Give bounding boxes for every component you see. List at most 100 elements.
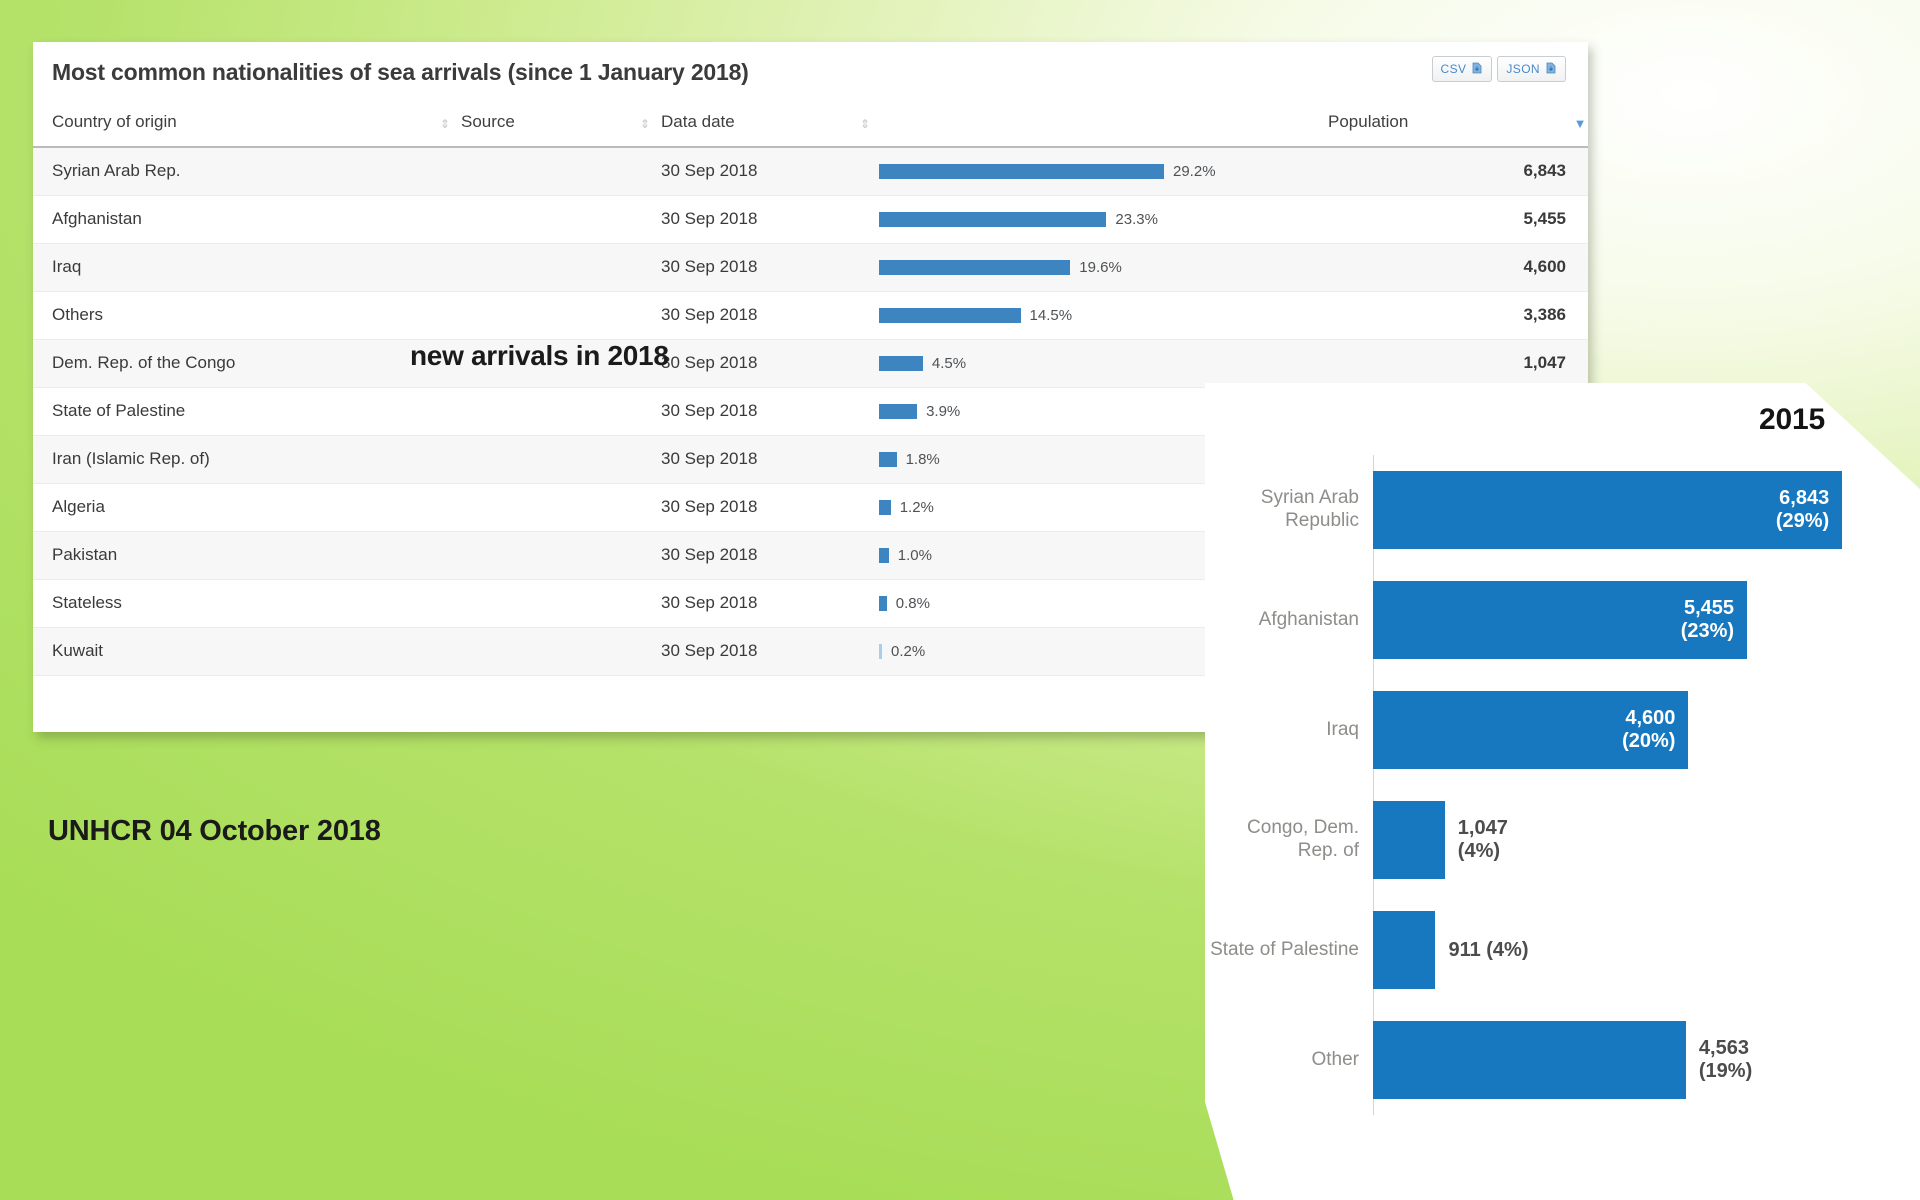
percentage-bar [879,163,1164,179]
chart-bar-row: Afghanistan 5,455 (23%) [1205,565,1920,675]
chart-bar-area: 4,600 (20%) [1373,675,1920,785]
download-buttons: CSV JSON [1431,56,1566,82]
download-icon [1545,62,1557,77]
cell-data-date: 30 Sep 2018 [653,579,873,628]
chart-bar-area: 4,563 (19%) [1373,1005,1920,1115]
json-label: JSON [1506,62,1540,76]
chart-bar-area: 1,047 (4%) [1373,785,1920,895]
cell-population: 3,386 [1328,291,1588,340]
table-row[interactable]: Syrian Arab Rep. 30 Sep 2018 29.2% 6,843 [33,147,1588,196]
chart-bar: 5,455 (23%) [1373,581,1748,659]
cell-source [453,147,653,196]
cell-source [453,483,653,532]
table-header-row: Country of origin ⇕ Source ⇕ Data date ⇕ [33,104,1588,148]
table-header: Country of origin ⇕ Source ⇕ Data date ⇕ [33,104,1588,148]
cell-country-of-origin: Syrian Arab Rep. [33,147,453,196]
cell-population: 6,843 [1328,147,1588,196]
chart-category-label: Other [1311,1048,1359,1070]
column-header-source[interactable]: Source ⇕ [453,104,653,148]
chart-category-label: Iraq [1326,718,1359,740]
chart-bar-area: 911 (4%) [1373,895,1920,1005]
percentage-bar [879,547,889,563]
card-header: Most common nationalities of sea arrival… [33,42,1588,104]
cell-data-date: 30 Sep 2018 [653,147,873,196]
cell-percentage-bar: 19.6% [873,243,1328,292]
table-row[interactable]: Others 30 Sep 2018 14.5% 3,386 [33,291,1588,340]
table-body: Syrian Arab Rep. 30 Sep 2018 29.2% 6,843 Afg… [33,147,1588,676]
cell-country-of-origin: Algeria [33,483,453,532]
chart-value-label: 4,600 (20%) [1622,707,1676,752]
cell-data-date: 30 Sep 2018 [653,339,873,388]
cell-country-of-origin: Stateless [33,579,453,628]
column-header-source-label: Source [461,112,515,131]
sort-updown-icon[interactable]: ⇕ [859,117,871,131]
chart-value-label: 1,047 (4%) [1457,817,1508,862]
chart-category-label: Congo, Dem. Rep. of [1247,817,1359,861]
chart-value-label: 5,455 (23%) [1680,597,1735,642]
percentage-label: 14.5% [1029,306,1073,324]
csv-download-button[interactable]: CSV [1431,56,1493,82]
cell-data-date: 30 Sep 2018 [653,387,873,436]
chart-plot-area: Syrian Arab Republic 6,843 (29%) Afghanist… [1205,455,1920,1195]
cell-source [453,339,653,388]
chart-category-label: Syrian Arab Republic [1260,487,1359,531]
footer-credit: UNHCR 04 October 2018 [48,815,381,847]
cell-population: 1,047 [1328,339,1588,388]
table-row[interactable]: Afghanistan 30 Sep 2018 23.3% 5,455 [33,195,1588,244]
download-icon [1471,62,1483,77]
chart-title: 2015 [1759,403,1825,436]
cell-data-date: 30 Sep 2018 [653,195,873,244]
percentage-label: 23.3% [1115,210,1158,228]
percentage-label: 1.2% [899,498,934,516]
cell-data-date: 30 Sep 2018 [653,243,873,292]
chart-bar-row: Iraq 4,600 (20%) [1205,675,1920,785]
percentage-bar [879,355,923,371]
chart-value-label: 911 (4%) [1448,938,1529,961]
sort-descending-icon[interactable]: ▼ [1573,116,1587,131]
chart-value-label: 4,563 (19%) [1698,1037,1753,1082]
chart-bar-area: 5,455 (23%) [1373,565,1920,675]
sort-updown-icon[interactable]: ⇕ [439,117,451,131]
column-header-country[interactable]: Country of origin ⇕ [33,104,453,148]
chart-bar-row: Other 4,563 (19%) [1205,1005,1920,1115]
chart-bar-row: Syrian Arab Republic 6,843 (29%) [1205,455,1920,565]
chart-bar [1373,1021,1686,1099]
column-header-country-label: Country of origin [52,112,177,131]
annotation-new-arrivals: new arrivals in 2018 [410,340,669,371]
cell-source [453,579,653,628]
percentage-label: 1.8% [905,450,940,468]
cell-source [453,291,653,340]
cell-source [453,531,653,580]
percentage-label: 4.5% [931,354,967,372]
cell-data-date: 30 Sep 2018 [653,531,873,580]
sea-arrivals-card: Most common nationalities of sea arrival… [33,42,1588,732]
column-header-population[interactable]: Population ▼ [1328,104,1588,148]
column-header-population-label: Population [1328,112,1409,131]
cell-country-of-origin: Iraq [33,243,453,292]
column-header-data-date[interactable]: Data date ⇕ [653,104,873,148]
percentage-bar [879,451,897,467]
chart-category-label: State of Palestine [1210,938,1359,960]
percentage-bar [879,259,1071,275]
cell-source [453,435,653,484]
column-header-bar-spacer [873,104,1328,148]
column-header-data-date-label: Data date [661,112,735,131]
cell-source [453,243,653,292]
table-row[interactable]: Iraq 30 Sep 2018 19.6% 4,600 [33,243,1588,292]
percentage-bar [879,211,1107,227]
chart-bar [1373,911,1436,989]
table-row[interactable]: Dem. Rep. of the Congo 30 Sep 2018 4.5% 1,0… [33,339,1588,388]
sort-updown-icon[interactable]: ⇕ [639,117,651,131]
cell-source [453,387,653,436]
chart-bar-row: Congo, Dem. Rep. of 1,047 (4%) [1205,785,1920,895]
percentage-label: 0.8% [895,594,930,612]
percentage-label: 19.6% [1079,258,1122,276]
percentage-bar [879,595,887,611]
cell-population: 4,600 [1328,243,1588,292]
percentage-label: 0.2% [891,642,926,660]
cell-country-of-origin: Others [33,291,453,340]
cell-country-of-origin: Dem. Rep. of the Congo [33,339,453,388]
json-download-button[interactable]: JSON [1497,56,1566,82]
cell-country-of-origin: Iran (Islamic Rep. of) [33,435,453,484]
percentage-label: 29.2% [1173,162,1216,180]
